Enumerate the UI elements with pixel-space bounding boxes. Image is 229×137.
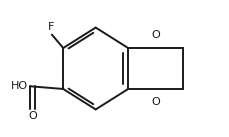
Text: HO: HO xyxy=(11,81,28,91)
Text: O: O xyxy=(150,30,159,40)
Text: O: O xyxy=(150,97,159,107)
Text: F: F xyxy=(47,22,54,32)
Text: O: O xyxy=(28,112,37,122)
